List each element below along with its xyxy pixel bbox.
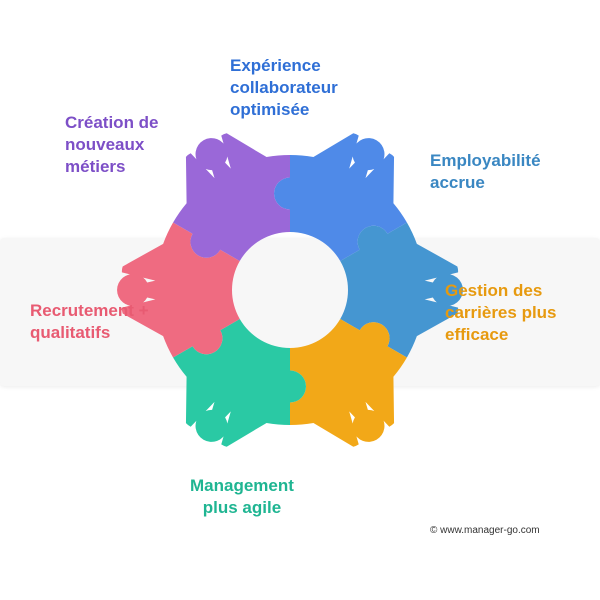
label-exp: Expérience collaborateur optimisée (230, 55, 338, 121)
label-mgmt: Management plus agile (190, 475, 294, 519)
label-carr: Gestion des carrières plus efficace (445, 280, 557, 346)
label-creat: Création de nouveaux métiers (65, 112, 159, 178)
label-employ: Employabilité accrue (430, 150, 541, 194)
puzzle-piece-creat (173, 133, 290, 261)
credit-text: © www.manager-go.com (430, 525, 540, 536)
label-recrut: Recrutement + qualitatifs (30, 300, 149, 344)
diagram-stage: Expérience collaborateur optimisée Employ… (0, 0, 600, 600)
puzzle-piece-carr (290, 319, 407, 447)
